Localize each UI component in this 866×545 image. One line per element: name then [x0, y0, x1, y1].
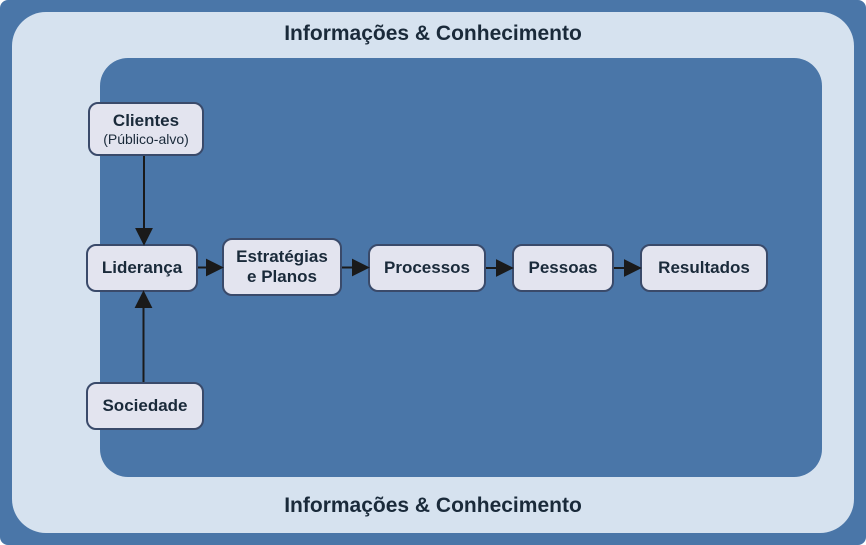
node-estrategias-label2: e Planos: [247, 267, 317, 287]
node-resultados-label: Resultados: [658, 258, 750, 278]
node-estrategias-label1: Estratégias: [236, 247, 328, 267]
node-processos: Processos: [368, 244, 486, 292]
node-estrategias: Estratégias e Planos: [222, 238, 342, 296]
node-pessoas: Pessoas: [512, 244, 614, 292]
title-top: Informações & Conhecimento: [0, 22, 866, 46]
node-sociedade-label: Sociedade: [102, 396, 187, 416]
node-clientes-label: Clientes: [113, 111, 179, 131]
node-lideranca: Liderança: [86, 244, 198, 292]
node-lideranca-label: Liderança: [102, 258, 182, 278]
title-bottom: Informações & Conhecimento: [0, 494, 866, 518]
node-resultados: Resultados: [640, 244, 768, 292]
node-pessoas-label: Pessoas: [529, 258, 598, 278]
node-clientes: Clientes (Público-alvo): [88, 102, 204, 156]
node-clientes-sublabel: (Público-alvo): [103, 131, 189, 147]
node-sociedade: Sociedade: [86, 382, 204, 430]
node-processos-label: Processos: [384, 258, 470, 278]
